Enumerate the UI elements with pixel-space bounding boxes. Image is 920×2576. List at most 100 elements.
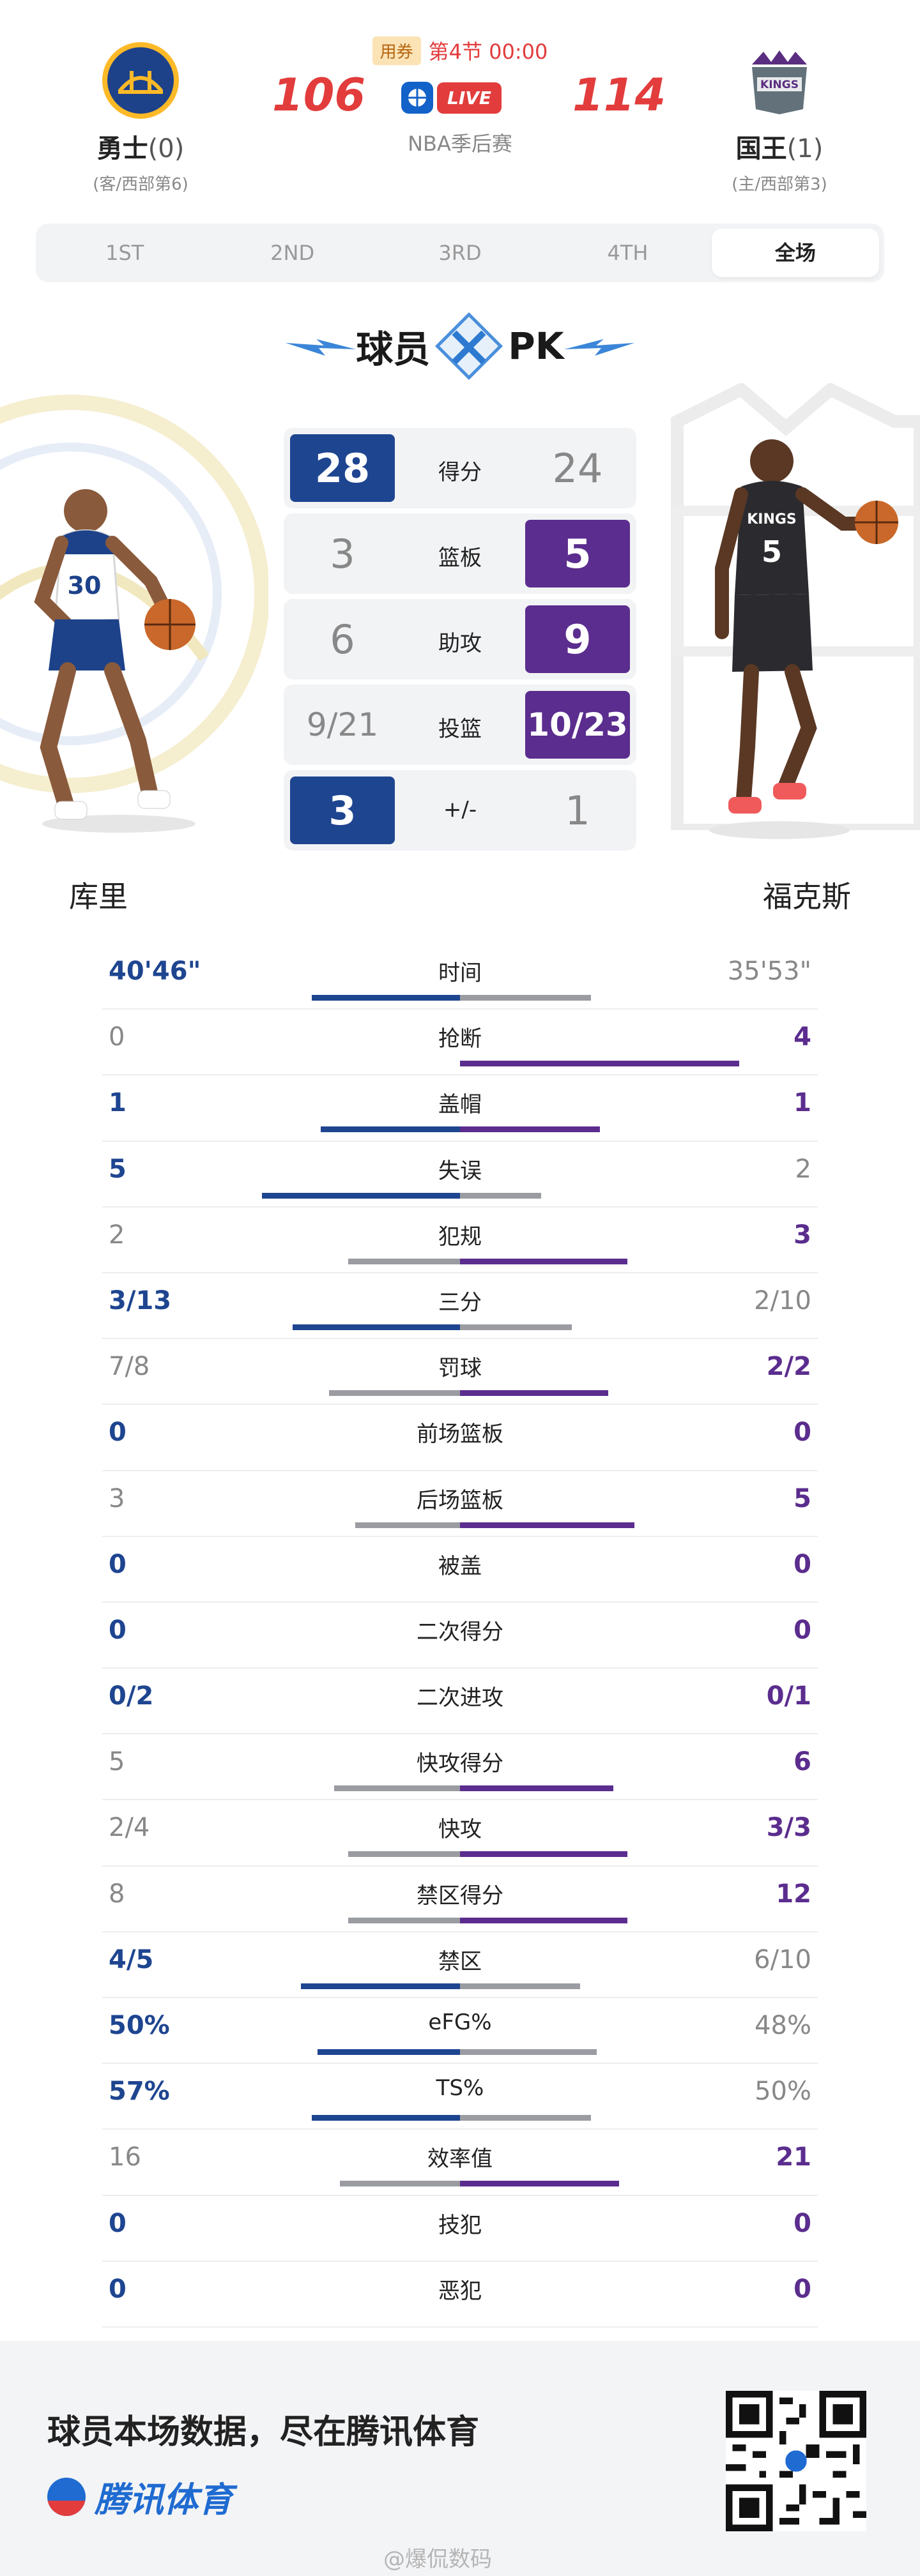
svg-text:KINGS: KINGS [747,511,797,527]
stat-bar-left [318,2049,460,2055]
stat-row: 0 抢断 4 [102,1010,818,1076]
stat-right-value: 1 [793,1088,811,1118]
league-label: NBA季后赛 [408,132,512,156]
stat-left-value: 0 [109,1022,125,1052]
stat-bar-left [320,1126,460,1133]
stat-label: 失误 [438,1158,482,1184]
stat-right-value: 4 [793,1022,811,1052]
stat-row: 3 后场篮板 5 [102,1471,818,1537]
stat-right-value: 0/1 [766,1681,811,1711]
stat-left-value: 0 [109,1615,126,1645]
tab-2nd[interactable]: 2ND [270,241,315,265]
comparison-label-plus-minus: +/- [443,797,477,822]
player-pk-title: 球员 PK [256,308,664,384]
brand-link[interactable]: 腾讯体育 [47,2471,233,2522]
period-tabs: 1ST 2ND 3RD 4TH 全场 [36,224,884,282]
stat-bar-right [460,1917,628,1923]
stat-left-value: 2 [109,1220,125,1250]
stat-left-value: 5 [109,1154,126,1184]
left-plus-minus: 3 [290,777,395,844]
stat-right-value: 6 [793,1747,811,1777]
stat-left-value: 3 [109,1483,125,1513]
stat-label: 技犯 [438,2212,482,2238]
stat-bar-left [312,995,460,1001]
stat-label: 罚球 [438,1356,482,1382]
right-plus-minus: 1 [565,787,590,834]
stat-bar-left [348,1851,460,1858]
tab-4th[interactable]: 4TH [607,241,648,265]
stat-bar-left [348,1258,460,1264]
stat-bar-left [292,1324,460,1330]
stat-bar-left [312,2115,460,2121]
stat-left-value: 0 [109,1549,126,1579]
comparison-label-rebounds: 篮板 [438,545,482,571]
stat-bar-right [460,1061,739,1067]
home-team-record: (0) [148,134,185,163]
stat-label: eFG% [428,2010,492,2035]
comparison-row-rebounds: 3 篮板 5 [284,513,636,594]
stat-row: 3/13 三分 2/10 [102,1273,818,1340]
tab-full-game[interactable]: 全场 [711,229,880,277]
pk-title-right: PK [508,324,564,368]
lightning-right-icon [564,339,634,356]
stat-left-value: 40'46" [109,957,201,986]
stat-bar-left [334,1785,460,1792]
stat-label: TS% [436,2075,484,2102]
player-comparison-area: 30 KINGS 5 28 得分 24 3 篮板 [0,383,920,856]
stat-bar-right [460,2049,597,2055]
footer-slogan: 球员本场数据，尽在腾讯体育 [47,2413,480,2451]
stat-row: 1 盖帽 1 [102,1075,818,1142]
live-badge[interactable]: LIVE [401,82,502,114]
stat-left-value: 4/5 [109,1944,154,1974]
stat-label: 恶犯 [438,2278,482,2304]
stat-left-value: 2/4 [109,1813,150,1843]
stat-label: 禁区 [438,1948,482,1974]
stat-bar-right [460,1851,628,1858]
comparison-label-points: 得分 [438,460,482,485]
stat-bar-left [300,1983,460,1989]
watermark-text: @爆侃数码 [383,2547,492,2572]
crown-icon: KINGS [752,50,807,114]
live-label: LIVE [437,82,502,114]
kings-logo[interactable]: KINGS [741,42,818,119]
stat-row: 0 前场篮板 0 [102,1405,818,1471]
pk-title-left: 球员 [356,328,431,371]
stat-label: 二次进攻 [417,1685,503,1711]
stat-bar-left [340,2181,460,2187]
stat-row: 57% TS% 50% [102,2064,818,2130]
comparison-label-assists: 助攻 [438,631,482,656]
stat-row: 2 犯规 3 [102,1208,818,1273]
stat-row: 2/4 快攻 3/3 [102,1800,818,1867]
stat-bar-right [460,1258,628,1264]
svg-text:KINGS: KINGS [760,79,799,91]
home-team-sub: (客/西部第6) [93,175,188,194]
left-points: 28 [290,434,395,502]
stat-label: 时间 [438,960,482,986]
stat-left-value: 0/2 [109,1681,154,1711]
stat-bar-right [460,2115,592,2121]
away-score: 114 [572,69,666,121]
live-ball-icon [401,82,433,114]
stat-row: 16 效率值 21 [102,2130,818,2196]
home-team-label: 勇士 [96,134,148,163]
away-team-name: 国王(1) [684,128,875,165]
stat-left-value: 8 [109,1879,125,1909]
stat-label: 禁区得分 [417,1883,503,1909]
stat-right-value: 21 [776,2142,811,2172]
stat-right-value: 0 [793,1418,811,1448]
tab-1st[interactable]: 1ST [105,241,144,265]
stat-left-value: 5 [109,1747,125,1777]
tab-3rd[interactable]: 3RD [438,241,482,265]
left-field-goals: 9/21 [306,706,379,743]
stat-row: 8 禁区得分 12 [102,1867,818,1932]
curry-photo: 30 [34,489,195,833]
stat-left-value: 3/13 [109,1285,172,1315]
stat-right-value: 6/10 [754,1944,811,1974]
qr-code[interactable] [726,2391,866,2531]
stat-bar-left [328,1390,460,1397]
coupon-badge[interactable]: 用券 [372,36,421,65]
game-header: 勇士(0) (客/西部第6) KINGS 国王(1) (主/西部第3) 用券 第… [0,0,920,217]
stat-right-value: 3 [793,1220,811,1250]
stat-label: 三分 [438,1289,482,1315]
warriors-logo[interactable] [102,42,179,119]
